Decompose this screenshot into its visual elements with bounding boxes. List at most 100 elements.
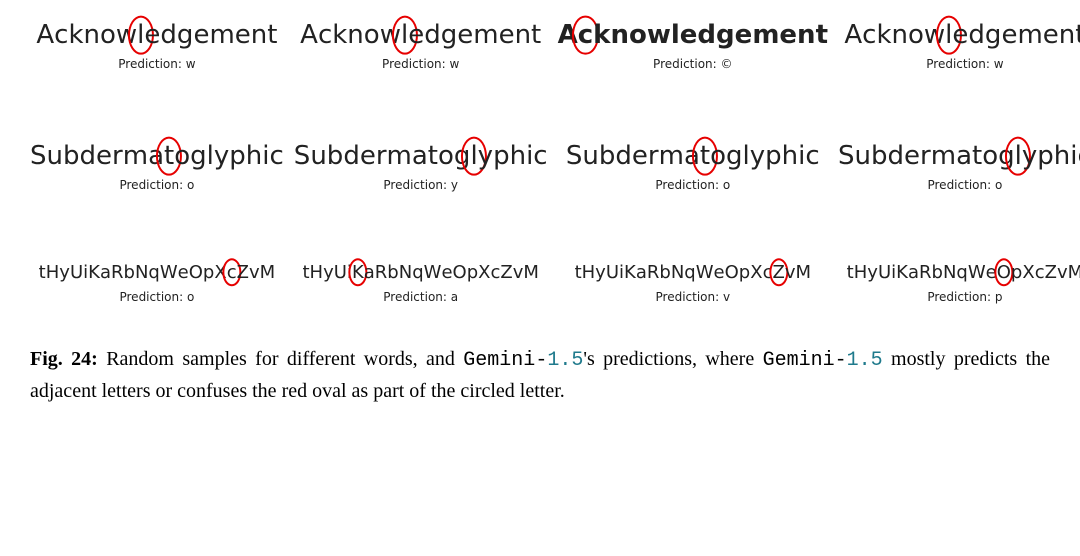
- circled-letter: c: [227, 262, 237, 284]
- letter: c: [54, 20, 68, 51]
- letter: Z: [500, 262, 512, 284]
- letter: r: [648, 141, 659, 172]
- letter: t: [847, 262, 854, 284]
- letter: p: [203, 262, 214, 284]
- letter: y: [478, 141, 493, 172]
- letter: o: [982, 141, 998, 172]
- letter: e: [1043, 20, 1059, 51]
- letter: e: [499, 20, 515, 51]
- letter: m: [931, 141, 956, 172]
- letter: y: [214, 141, 229, 172]
- letter: q: [956, 262, 967, 284]
- prediction-label: Prediction: o: [119, 178, 194, 192]
- prediction-label: Prediction: w: [926, 57, 1003, 71]
- letter: p: [1011, 262, 1022, 284]
- letter: g: [177, 20, 194, 51]
- letter: q: [684, 262, 695, 284]
- letter: p: [229, 141, 246, 172]
- sample-word: Acknowledgement: [36, 20, 277, 51]
- letter: n: [515, 20, 531, 51]
- letter: e: [986, 262, 997, 284]
- letter: w: [647, 20, 671, 51]
- letter: A: [844, 20, 862, 51]
- letter: m: [123, 141, 148, 172]
- letter: a: [412, 141, 428, 172]
- sample-cell: SubdermatoglyphicPrediction: o: [838, 141, 1080, 192]
- letter: K: [88, 262, 100, 284]
- letter: g: [716, 20, 735, 51]
- letter: e: [735, 20, 753, 51]
- letter: X: [478, 262, 490, 284]
- sample-word: tHyUiKaRbNqWeOpXcZvM: [39, 262, 275, 284]
- letter: n: [797, 20, 816, 51]
- letter: N: [943, 262, 956, 284]
- letter: e: [779, 20, 797, 51]
- circled-letter: O: [997, 262, 1011, 284]
- letter: o: [710, 141, 726, 172]
- sample-cell: SubdermatoglyphicPrediction: o: [30, 141, 284, 192]
- letter: r: [920, 141, 931, 172]
- letter: A: [558, 20, 578, 51]
- sample-word: Subdermatoglyphic: [838, 141, 1080, 172]
- sample-cell: AcknowledgementPrediction: w: [838, 20, 1080, 71]
- letter: e: [714, 262, 725, 284]
- letter: d: [888, 141, 905, 172]
- figure-caption: Fig. 24: Random samples for different wo…: [30, 344, 1050, 406]
- sample-word: Subdermatoglyphic: [294, 141, 548, 172]
- letter: t: [267, 20, 277, 51]
- letter: M: [523, 262, 539, 284]
- letter: p: [739, 262, 750, 284]
- sample-cell: tHyUiKaRbNqWeOpXcZvMPrediction: p: [838, 262, 1080, 304]
- circled-letter: t: [164, 141, 174, 172]
- prediction-label: Prediction: w: [382, 57, 459, 71]
- letter: n: [347, 20, 363, 51]
- letter: y: [867, 262, 878, 284]
- letter: y: [595, 262, 606, 284]
- letter: H: [46, 262, 60, 284]
- letter: d: [615, 141, 632, 172]
- letter: S: [566, 141, 583, 172]
- letter: e: [235, 20, 251, 51]
- figure-label: Fig. 24:: [30, 348, 98, 370]
- letter: X: [214, 262, 226, 284]
- letter: X: [750, 262, 762, 284]
- letter: n: [1059, 20, 1075, 51]
- letter: e: [952, 20, 968, 51]
- letter: a: [100, 262, 111, 284]
- letter: w: [116, 20, 137, 51]
- letter: g: [726, 141, 743, 172]
- letter: S: [838, 141, 855, 172]
- letter: h: [782, 141, 798, 172]
- letter: a: [956, 141, 972, 172]
- letter: e: [680, 20, 698, 51]
- sample-cell: tHyUiKaRbNqWeOpXcZvMPrediction: a: [294, 262, 548, 304]
- letter: Z: [1045, 262, 1057, 284]
- letter: b: [932, 262, 943, 284]
- letter: S: [294, 141, 311, 172]
- letter: b: [124, 262, 135, 284]
- letter: i: [798, 141, 805, 172]
- sample-cell: AcknowledgementPrediction: w: [294, 20, 548, 71]
- letter: e: [144, 20, 160, 51]
- letter: m: [752, 20, 779, 51]
- letter: n: [892, 20, 908, 51]
- letter: e: [904, 141, 920, 172]
- letter: p: [765, 141, 782, 172]
- letter: h: [246, 141, 262, 172]
- letter: u: [582, 141, 598, 172]
- letter: c: [1035, 262, 1045, 284]
- letter: o: [100, 20, 116, 51]
- letter: r: [112, 141, 123, 172]
- letter: U: [606, 262, 619, 284]
- letter: e: [96, 141, 112, 172]
- letter: o: [174, 141, 190, 172]
- letter: w: [380, 20, 401, 51]
- letter: y: [59, 262, 70, 284]
- letter: o: [364, 20, 380, 51]
- letter: o: [629, 20, 647, 51]
- sample-cell: SubdermatoglyphicPrediction: y: [294, 141, 548, 192]
- letter: H: [582, 262, 596, 284]
- letter: i: [526, 141, 533, 172]
- letter: k: [876, 20, 891, 51]
- letter: v: [249, 262, 260, 284]
